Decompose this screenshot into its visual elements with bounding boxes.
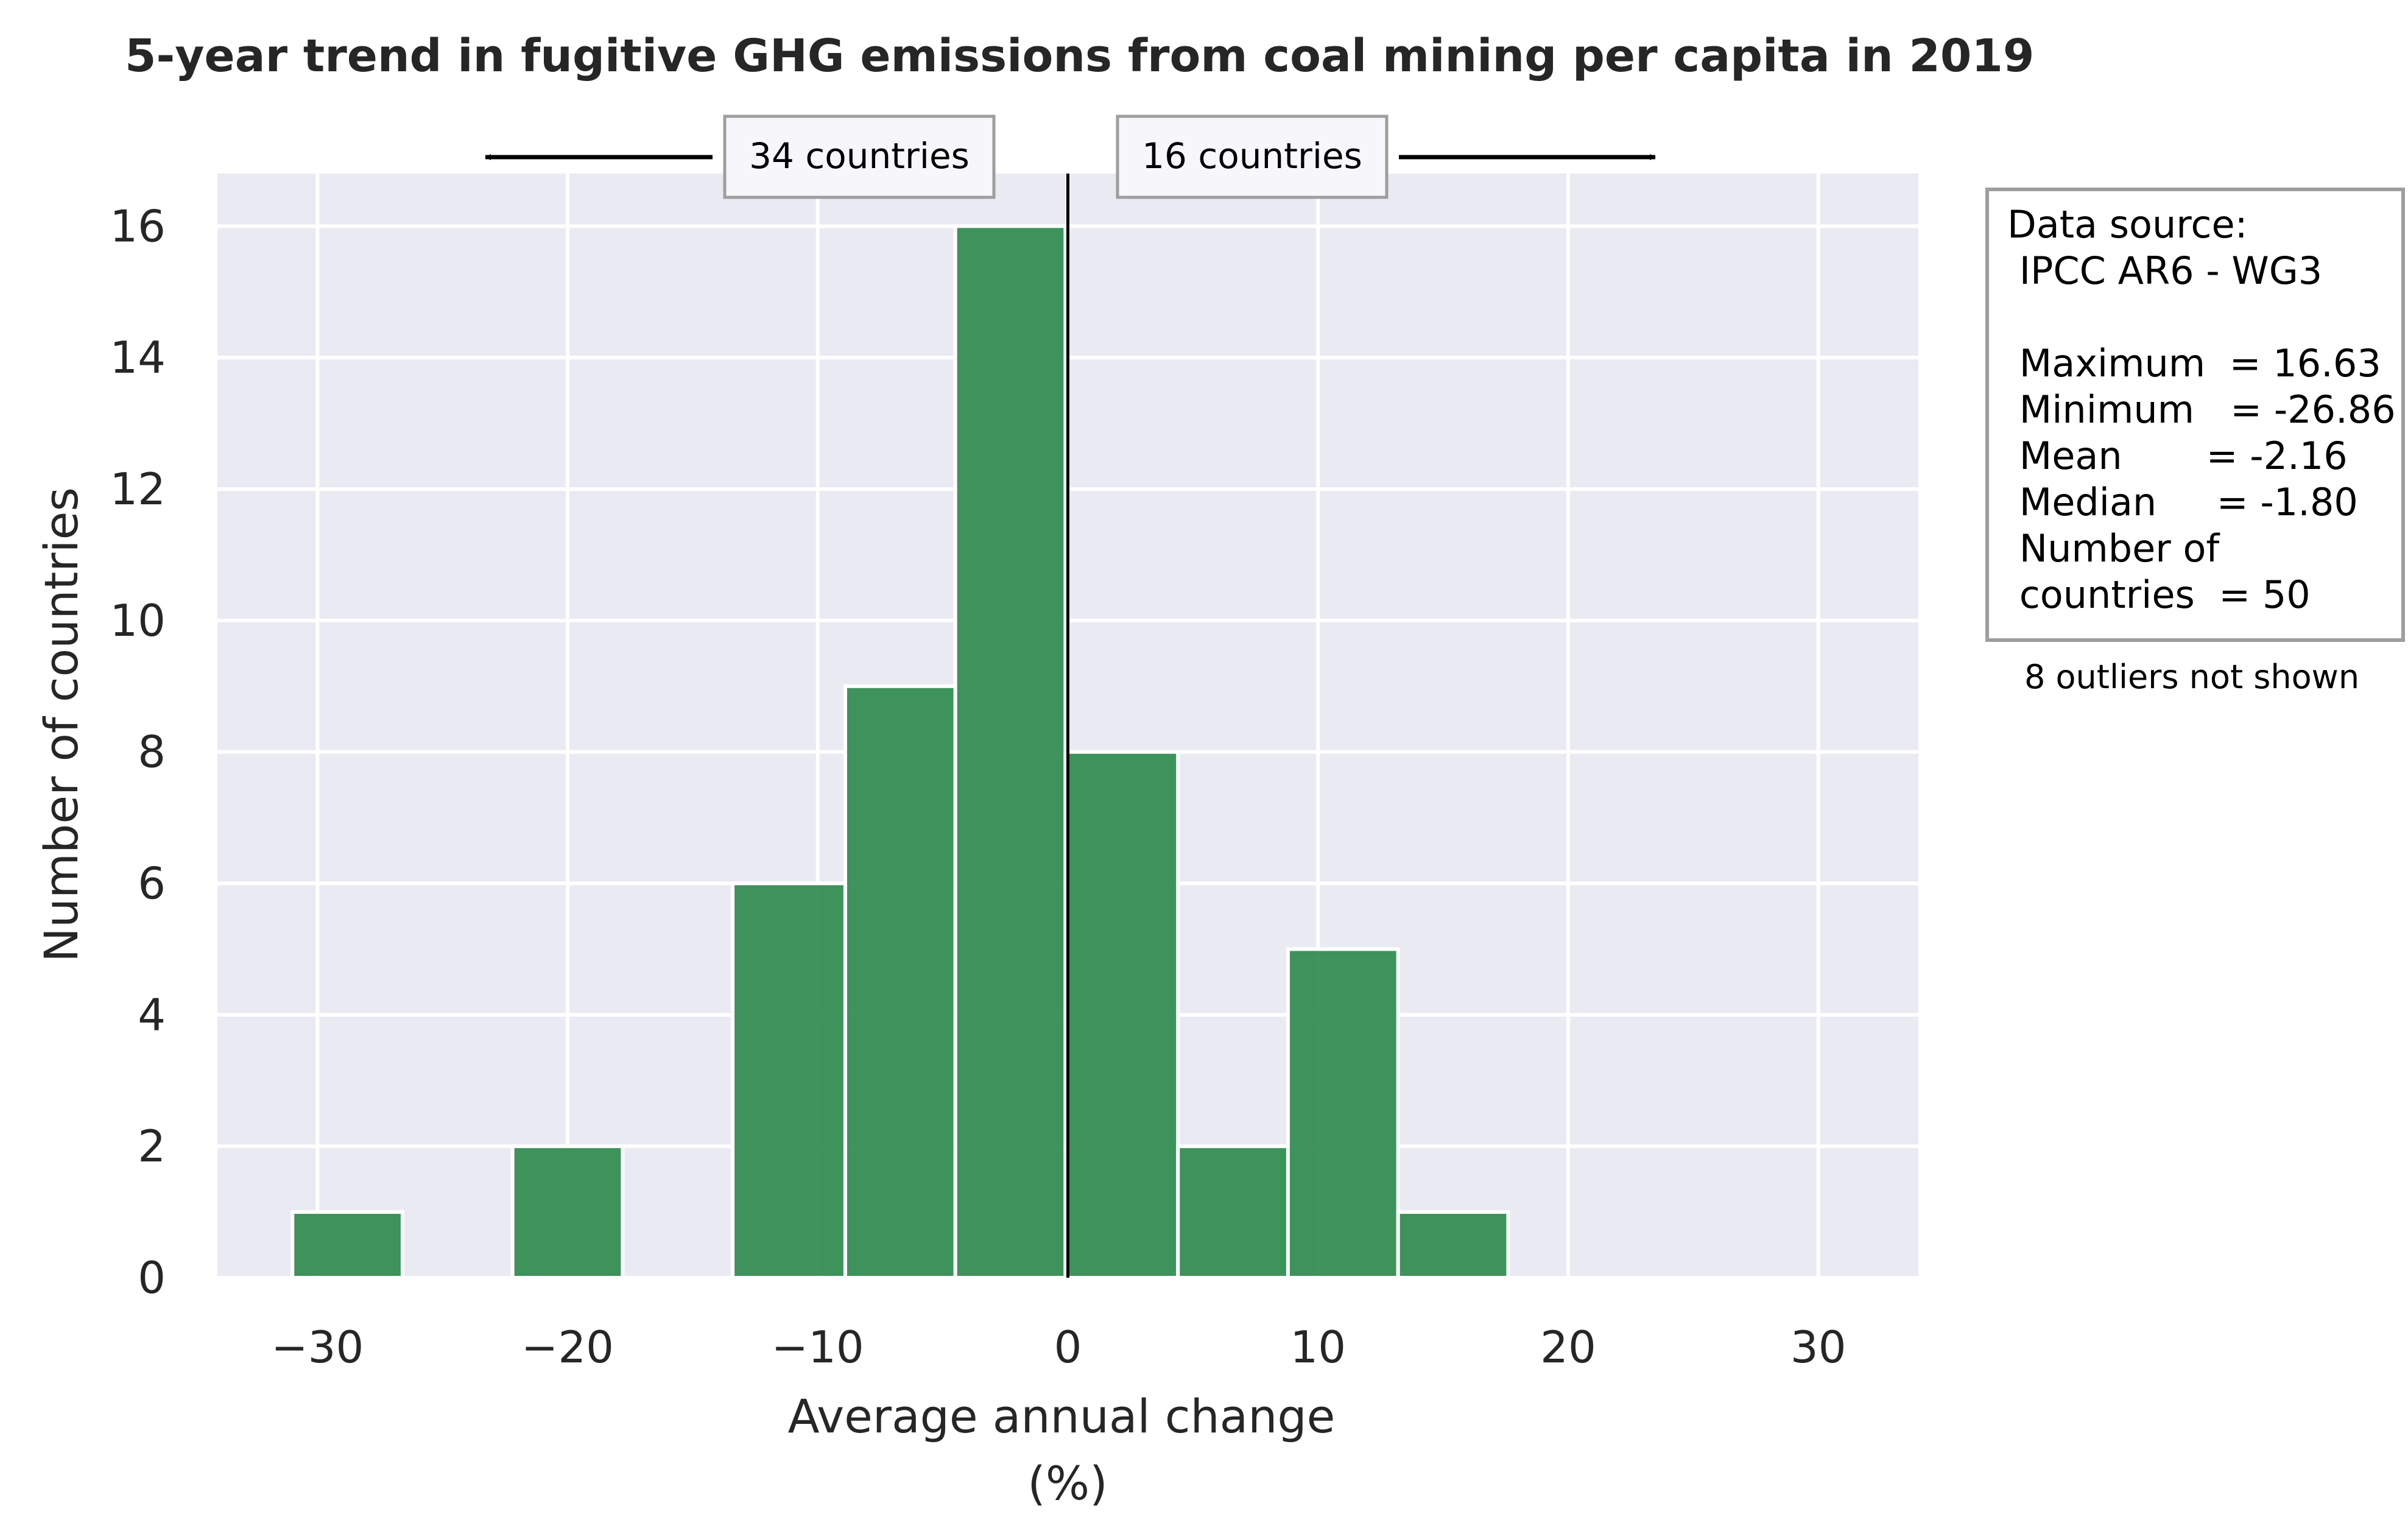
histogram-bars [290,224,1510,1280]
x-tick-label: −10 [772,1322,864,1373]
y-tick-label: 12 [110,463,166,515]
left-count-box [723,114,996,199]
x-axis-unit: (%) [1027,1456,1108,1510]
left-count-label: 34 countries [749,135,970,177]
histogram-bar [731,881,847,1280]
info-line: Median = -1.80 [2007,480,2358,524]
x-tick-label: 0 [1054,1322,1082,1373]
y-axis-label: Number of countries [34,487,88,962]
x-tick-label: −20 [521,1322,614,1373]
y-tick-label: 8 [138,727,166,778]
x-tick-label: −30 [271,1322,364,1373]
histogram-bar [1176,1144,1290,1280]
histogram-bar [1286,947,1400,1280]
right-count-label: 16 countries [1142,135,1362,177]
y-tick-label: 14 [110,332,166,383]
y-tick-label: 10 [110,595,166,646]
info-line: Mean = -2.16 [2007,434,2348,478]
info-box [1985,188,2405,642]
x-tick-label: 20 [1540,1322,1596,1373]
info-line: Number of [2007,526,2220,571]
y-tick-label: 0 [138,1252,166,1303]
histogram-bar [510,1144,625,1280]
y-tick-label: 6 [138,858,166,909]
info-box-text: Data source: IPCC AR6 - WG3 Maximum = 16… [2007,202,2396,617]
histogram-bar [1063,750,1180,1280]
histogram-bar [953,224,1068,1280]
histogram-bar [1396,1210,1510,1280]
y-tick-labels: 0 2 4 6 8 10 12 14 16 [110,200,166,1303]
chart-title: 5-year trend in fugitive GHG emissions f… [125,30,2034,82]
info-line: Maximum = 16.63 [2007,341,2381,386]
right-count-box [1116,114,1389,199]
info-line: Data source: [2007,202,2248,247]
histogram-bar [290,1210,404,1280]
x-tick-labels: −30 −20 −10 0 10 20 30 [271,1322,1846,1373]
info-line: countries = 50 [2007,572,2311,617]
outliers-note: 8 outliers not shown [2024,658,2359,696]
y-tick-label: 2 [138,1121,166,1172]
info-line: Minimum = -26.86 [2007,387,2396,432]
x-tick-label: 10 [1290,1322,1346,1373]
info-line: IPCC AR6 - WG3 [2007,248,2322,293]
histogram-bar [843,684,957,1280]
y-tick-label: 4 [138,989,166,1040]
x-tick-label: 30 [1790,1322,1846,1373]
y-tick-label: 16 [110,200,166,252]
x-axis-label: Average annual change [788,1389,1336,1443]
